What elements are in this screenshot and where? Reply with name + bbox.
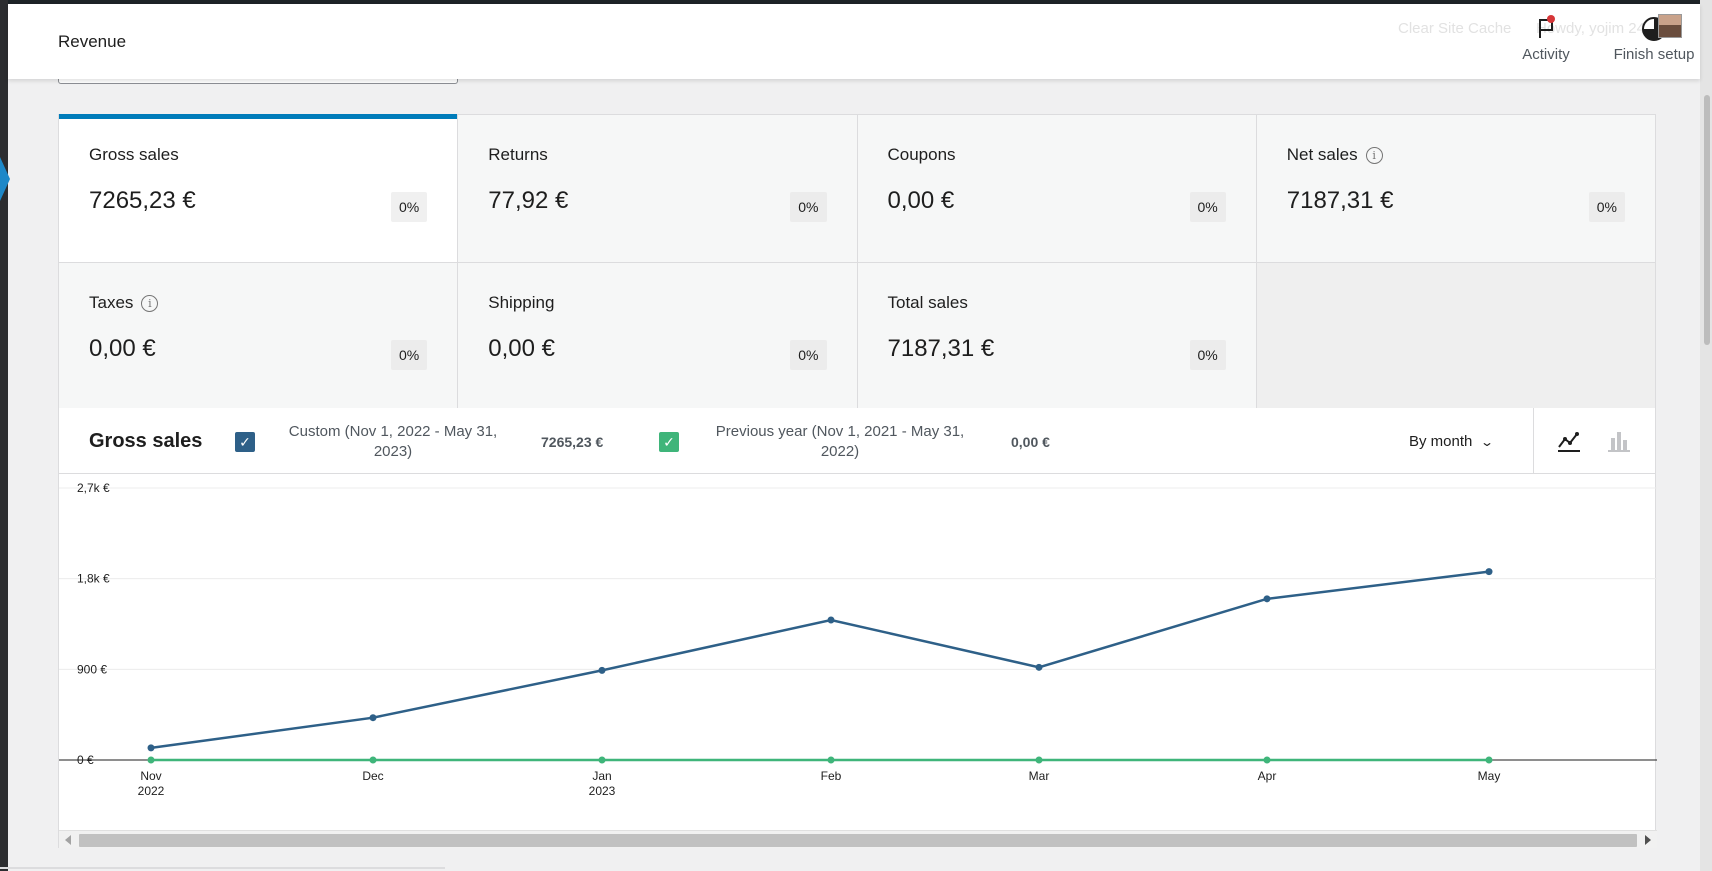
x-tick-year-label: 2022 bbox=[138, 784, 165, 798]
x-tick-label: Apr bbox=[1258, 769, 1277, 783]
flag-icon bbox=[1531, 14, 1561, 42]
howdy-greeting[interactable]: Howdy, yojim 24 bbox=[1536, 20, 1645, 37]
data-point bbox=[1485, 568, 1493, 576]
clear-cache-link[interactable]: Clear Site Cache bbox=[1398, 20, 1512, 37]
scroll-left-icon[interactable] bbox=[65, 835, 71, 845]
tile-returns[interactable]: Returns 77,92 € 0% bbox=[458, 115, 857, 262]
x-tick-label: Dec bbox=[362, 769, 383, 783]
tile-delta: 0% bbox=[391, 340, 428, 370]
tile-delta: 0% bbox=[1588, 192, 1625, 222]
legend-name: Custom (Nov 1, 2022 - May 31, 2023) bbox=[288, 423, 498, 460]
data-point bbox=[1263, 756, 1271, 764]
tile-label: Total sales bbox=[887, 293, 968, 312]
data-point bbox=[598, 756, 606, 764]
legend-total: 7265,23 € bbox=[541, 434, 604, 450]
tile-total-sales[interactable]: Total sales 7187,31 € 0% bbox=[857, 263, 1256, 410]
legend-total: 0,00 € bbox=[1011, 434, 1050, 450]
data-point bbox=[369, 714, 377, 722]
page-scrollbar[interactable] bbox=[1700, 0, 1712, 871]
tile-value: 7187,31 € bbox=[1286, 187, 1394, 214]
tile-value: 77,92 € bbox=[488, 187, 569, 214]
tile-label: Shipping bbox=[488, 293, 555, 312]
y-tick-label: 900 € bbox=[77, 662, 107, 676]
series-line bbox=[150, 570, 1490, 750]
legend-item-previous[interactable]: ✓ Previous year (Nov 1, 2021 - May 31, 2… bbox=[659, 422, 1050, 462]
tile-delta: 0% bbox=[1189, 340, 1226, 370]
activity-label: Activity bbox=[1522, 46, 1570, 63]
data-point bbox=[1485, 756, 1493, 764]
legend-item-current[interactable]: ✓ Custom (Nov 1, 2022 - May 31, 2023) 72… bbox=[235, 422, 603, 462]
checkbox-checked-icon[interactable]: ✓ bbox=[659, 432, 679, 452]
x-tick-label: Mar bbox=[1029, 769, 1050, 783]
collapse-arrow-icon[interactable] bbox=[0, 157, 10, 201]
y-tick-label: 1,8k € bbox=[77, 572, 110, 586]
admin-sidebar-edge bbox=[0, 0, 8, 871]
data-point bbox=[147, 744, 155, 752]
window-top-strip bbox=[0, 0, 1712, 4]
divider bbox=[0, 867, 445, 869]
scroll-right-icon[interactable] bbox=[1645, 835, 1651, 845]
data-point bbox=[147, 756, 155, 764]
interval-value: By month bbox=[1409, 433, 1473, 450]
chart-card: Gross sales ✓ Custom (Nov 1, 2022 - May … bbox=[58, 408, 1657, 848]
tile-value: 7187,31 € bbox=[887, 335, 995, 362]
x-tick-label: May bbox=[1478, 769, 1501, 783]
page-title: Revenue bbox=[58, 32, 127, 51]
tile-coupons[interactable]: Coupons 0,00 € 0% bbox=[857, 115, 1256, 262]
finish-setup-label: Finish setup bbox=[1613, 46, 1695, 63]
data-point bbox=[827, 616, 835, 624]
data-point bbox=[1035, 663, 1043, 671]
summary-tiles: Gross sales 7265,23 € 0% Returns 77,92 €… bbox=[58, 114, 1656, 410]
data-point bbox=[598, 666, 606, 674]
tile-delta: 0% bbox=[790, 192, 827, 222]
data-point bbox=[1035, 756, 1043, 764]
tile-taxes[interactable]: Taxes i 0,00 € 0% bbox=[59, 263, 458, 410]
tile-delta: 0% bbox=[391, 192, 428, 222]
data-point bbox=[1263, 595, 1271, 603]
finish-setup-button[interactable]: Finish setup bbox=[1606, 14, 1702, 74]
chart-type-switch bbox=[1533, 408, 1655, 474]
legend-name: Previous year (Nov 1, 2021 - May 31, 202… bbox=[715, 423, 965, 460]
x-tick-label: Feb bbox=[821, 769, 842, 783]
data-point bbox=[827, 756, 835, 764]
checkbox-checked-icon[interactable]: ✓ bbox=[235, 432, 255, 452]
tile-label: Coupons bbox=[887, 145, 956, 164]
chart-toolbar: Gross sales ✓ Custom (Nov 1, 2022 - May … bbox=[59, 408, 1655, 474]
tile-value: 0,00 € bbox=[89, 335, 156, 362]
chart-title: Gross sales bbox=[89, 430, 203, 452]
y-tick-label: 2,7k € bbox=[77, 481, 110, 495]
chart-horizontal-scrollbar[interactable] bbox=[59, 830, 1657, 848]
x-tick-label: Nov bbox=[140, 769, 161, 783]
bar-chart-icon[interactable] bbox=[1606, 428, 1632, 454]
tile-delta: 0% bbox=[1189, 192, 1226, 222]
tile-shipping[interactable]: Shipping 0,00 € 0% bbox=[458, 263, 857, 410]
info-icon[interactable]: i bbox=[1365, 146, 1383, 164]
tile-label: Gross sales bbox=[89, 145, 179, 164]
interval-select[interactable]: By month ⌄ bbox=[1409, 433, 1495, 450]
chevron-down-icon: ⌄ bbox=[1480, 434, 1495, 449]
tile-value: 7265,23 € bbox=[89, 187, 196, 214]
tile-label: Net sales bbox=[1286, 145, 1358, 164]
avatar[interactable] bbox=[1658, 14, 1682, 38]
tile-gross-sales[interactable]: Gross sales 7265,23 € 0% bbox=[59, 114, 458, 262]
tile-empty bbox=[1256, 263, 1655, 410]
tile-net-sales[interactable]: Net sales i 7187,31 € 0% bbox=[1256, 115, 1655, 262]
tile-value: 0,00 € bbox=[488, 335, 555, 362]
page-scrollbar-thumb[interactable] bbox=[1704, 95, 1710, 345]
info-icon[interactable]: i bbox=[141, 294, 159, 312]
activity-button[interactable]: Activity bbox=[1516, 14, 1576, 74]
x-tick-label: Jan bbox=[592, 769, 611, 783]
data-point bbox=[369, 756, 377, 764]
tile-delta: 0% bbox=[790, 340, 827, 370]
line-chart-icon[interactable] bbox=[1556, 428, 1582, 454]
x-tick-year-label: 2023 bbox=[589, 784, 616, 798]
tile-label: Taxes bbox=[89, 293, 134, 312]
tile-value: 0,00 € bbox=[887, 187, 955, 214]
scrollbar-thumb[interactable] bbox=[79, 834, 1637, 847]
page-header: Revenue Clear Site Cache Howdy, yojim 24… bbox=[8, 4, 1700, 79]
tile-label: Returns bbox=[488, 145, 548, 164]
